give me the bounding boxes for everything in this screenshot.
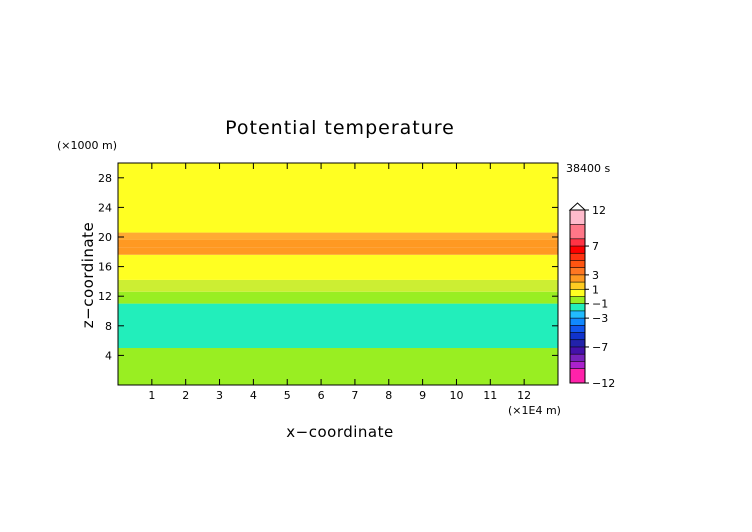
colorbar-segment-7 [570,274,585,283]
colorbar-segment-10 [570,296,585,304]
colorbar: 12 7 31 −1−3 −7 −12 [568,202,615,390]
plot-field [118,163,558,385]
x-tick-label: 3 [216,389,223,402]
y-tick-label: 24 [98,201,112,214]
colorbar-top-arrow [568,202,587,211]
band-5 [118,247,558,255]
y-tick-label: 28 [98,172,112,185]
colorbar-segment-8 [570,282,585,290]
y-tick-label: 4 [105,349,112,362]
y-tick-label: 16 [98,261,112,274]
y-unit-label: (×1000 m) [57,139,117,152]
chart-title: Potential temperature [225,117,455,139]
band-8 [118,163,558,233]
colorbar-segment-19 [570,361,585,369]
x-axis-label: x−coordinate [286,423,393,441]
colorbar-tick-label: −12 [592,377,615,390]
colorbar-tick-label: −7 [592,341,608,354]
x-tick-label: 2 [182,389,189,402]
colorbar-segment-12 [570,310,585,319]
x-tick-label: 5 [284,389,291,402]
colorbar-segment-20 [570,368,585,383]
colorbar-segment-11 [570,303,585,311]
colorbar-tick-label: 12 [592,204,606,217]
colorbar-segment-5 [570,260,585,268]
band-3 [118,279,558,292]
colorbar-tick-label: 7 [592,240,599,253]
time-label: 38400 s [566,162,610,175]
x-tick-label: 11 [483,389,497,402]
band-7 [118,232,558,240]
y-tick-label: 20 [98,231,112,244]
colorbar-segment-4 [570,253,585,261]
colorbar-frame [569,209,586,384]
band-1 [118,303,558,348]
x-tick-label: 8 [385,389,392,402]
x-tick-label: 10 [449,389,463,402]
colorbar-segment-14 [570,325,585,333]
colorbar-segment-0 [570,210,585,225]
band-6 [118,239,558,248]
y-tick-label: 8 [105,320,112,333]
colorbar-segment-18 [570,354,585,362]
colorbar-tick-label: −3 [592,312,608,325]
colorbar-segment-1 [570,224,585,239]
y-axis-label: z−coordinate [79,222,97,328]
colorbar-tick-label: 1 [592,283,599,296]
x-tick-label: 6 [318,389,325,402]
colorbar-segment-17 [570,346,585,355]
colorbar-tick-label: −1 [592,298,608,311]
y-tick-label: 12 [98,290,112,303]
colorbar-tick-label: 3 [592,269,599,282]
colorbar-segment-3 [570,246,585,254]
x-tick-label: 12 [517,389,531,402]
band-4 [118,254,558,280]
colorbar-segment-6 [570,267,585,275]
x-tick-label: 9 [419,389,426,402]
x-tick-label: 4 [250,389,257,402]
colorbar-segment-15 [570,332,585,340]
colorbar-segment-9 [570,289,585,297]
plot-frame [117,162,559,386]
band-0 [118,348,558,385]
x-unit-label: (×1E4 m) [508,404,561,417]
band-2 [118,291,558,304]
x-tick-label: 7 [351,389,358,402]
colorbar-segment-2 [570,238,585,247]
colorbar-segment-16 [570,339,585,347]
x-tick-label: 1 [148,389,155,402]
colorbar-segment-13 [570,318,585,326]
